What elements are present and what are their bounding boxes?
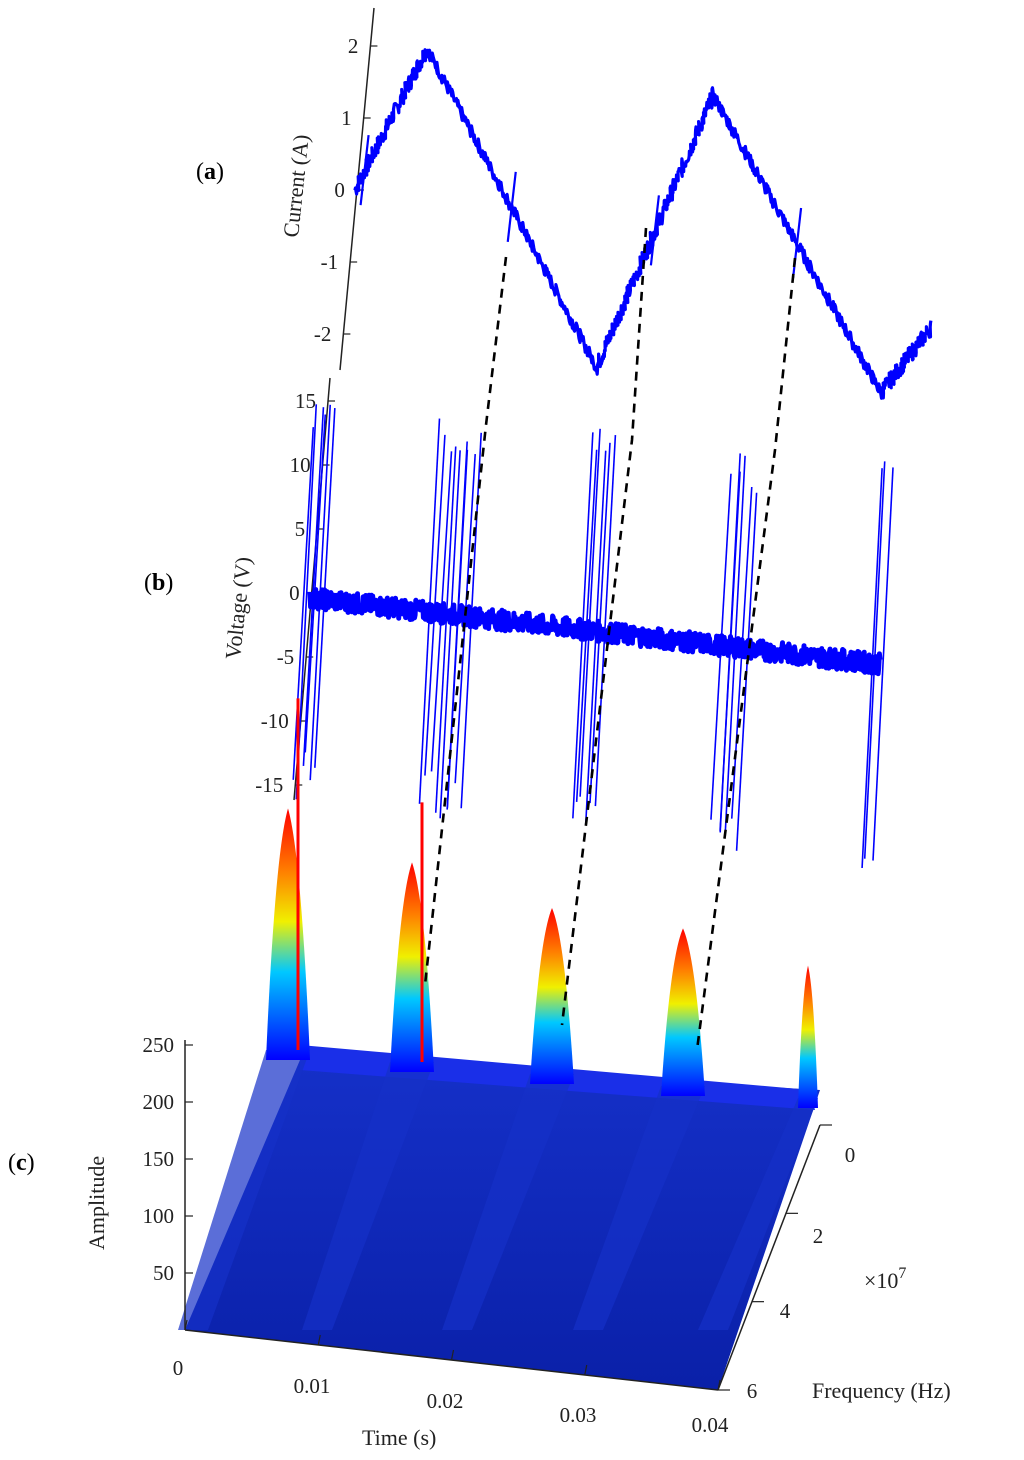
panel-a-spike: [649, 195, 660, 266]
panel-c-peak-streak: [573, 1086, 705, 1330]
panel-b-spike: [446, 449, 469, 808]
panel-a: (a) 2 1 0 -1 -2 Current (A): [196, 7, 933, 400]
panel-c-x-tick: [184, 1319, 188, 1331]
panel-a-label: (a): [196, 159, 224, 185]
panel-b-spike: [454, 454, 477, 784]
panel-c-peak: [390, 862, 434, 1072]
panel-c-z-axis-title: Amplitude: [84, 1156, 109, 1250]
connector-dashed-line: [560, 227, 648, 1026]
panel-b-spike: [434, 446, 457, 813]
panel-a-series: [353, 48, 933, 400]
panel-a-spike: [506, 171, 517, 242]
panel-b-spike: [579, 428, 601, 797]
panel-c-peak-streak: [442, 1074, 574, 1330]
connector-dashed-line: [695, 257, 797, 1051]
panel-c-x-axis-title: Time (s): [362, 1425, 436, 1450]
panel-b-spike: [295, 404, 318, 800]
panel-c-z-tick-label: 250: [143, 1033, 175, 1057]
panel-c-x-tick-label: 0.01: [294, 1374, 331, 1398]
panel-b-spike: [418, 418, 441, 804]
panel-c-peak-streak: [698, 1098, 818, 1330]
panel-c-y-tick-label: 0: [845, 1143, 856, 1167]
panel-a-y-tick-label: -1: [321, 250, 339, 274]
panel-c-peak: [661, 928, 705, 1096]
panel-a-current-line: [353, 48, 933, 400]
panel-c-y-ticks: 0 2 4 6: [718, 1124, 856, 1403]
panel-c-y-multiplier: ×107: [864, 1265, 906, 1293]
panel-a-y-axis-title: Current (A): [278, 133, 314, 238]
panel-b-spike: [309, 404, 332, 781]
panel-b-spike: [710, 473, 732, 820]
panel-b-spike: [430, 451, 453, 772]
panel-b-spike: [575, 449, 598, 802]
panel-b-y-tick-label: 10: [290, 453, 311, 477]
panel-b-spike: [424, 434, 446, 776]
panel-b-spike: [872, 467, 894, 861]
panel-c-x-tick-label: 0.04: [692, 1413, 729, 1437]
panel-b: (b) 15 10 5 0 -5 -10 -15 Voltage (V): [144, 377, 894, 869]
panel-b-y-tick-label: 15: [295, 389, 316, 413]
panel-a-spike: [359, 135, 370, 206]
panel-b-spike: [314, 408, 336, 768]
panel-c-peak: [798, 965, 818, 1108]
panel-b-y-axis-title: Voltage (V): [220, 556, 256, 661]
panel-c-x-tick: [717, 1379, 721, 1391]
panel-b-series: [292, 404, 894, 869]
panel-c-x-tick: [317, 1334, 321, 1346]
panel-b-spike: [724, 455, 746, 837]
panel-c-z-ticks: 250 200 150 100 50: [143, 1033, 193, 1285]
panel-c: (c) 250 200 150 100 50 0 0.01 0.02 0.03 0.04 0 2 4…: [8, 698, 951, 1450]
panel-b-spike: [719, 471, 741, 831]
panel-b-label: (b): [144, 570, 173, 596]
panel-c-y-axis-title: Frequency (Hz): [812, 1378, 951, 1403]
panel-c-peak-streak: [302, 1062, 434, 1330]
panel-b-spike: [302, 407, 325, 767]
panel-b-spike: [861, 468, 883, 869]
panel-c-x-tick-label: 0.02: [427, 1389, 464, 1413]
panel-c-peak: [530, 908, 574, 1084]
panel-b-y-tick-label: -5: [277, 645, 295, 669]
panel-c-x-tick: [450, 1349, 455, 1361]
panel-b-y-tick-label: 0: [289, 581, 300, 605]
panel-b-y-tick-label: -15: [255, 773, 283, 797]
panel-b-spike: [439, 450, 461, 819]
panel-b-spike: [584, 450, 607, 825]
panel-b-y-tick-label: -10: [261, 709, 289, 733]
panel-c-x-tick-label: 0: [173, 1356, 184, 1380]
panel-b-y-tick-label: 5: [295, 517, 306, 541]
panel-c-y-tick-label: 2: [813, 1224, 824, 1248]
panel-c-y-tick-label: 4: [780, 1299, 791, 1323]
panel-c-z-tick-label: 100: [143, 1204, 175, 1228]
panel-a-y-tick-label: 2: [348, 34, 359, 58]
connector-lines: [423, 227, 797, 1051]
panel-a-y-ticks: 2 1 0 -1 -2: [314, 34, 378, 346]
panel-a-y-tick-label: 0: [334, 178, 345, 202]
panel-c-surface: [178, 698, 820, 1390]
panel-c-z-tick-label: 50: [153, 1261, 174, 1285]
panel-c-z-tick-label: 150: [143, 1147, 175, 1171]
panel-c-x-tick-label: 0.03: [560, 1403, 597, 1427]
panel-c-z-tick-label: 200: [143, 1090, 175, 1114]
panel-c-x-ticks: 0 0.01 0.02 0.03 0.04: [173, 1319, 729, 1437]
panel-b-spike: [572, 432, 594, 819]
panel-b-spike: [589, 442, 611, 804]
panel-b-voltage-line: [307, 587, 883, 677]
panel-c-y-axis: [717, 1124, 821, 1391]
panel-b-spike: [304, 414, 327, 753]
panel-a-y-tick-label: 1: [341, 106, 352, 130]
connector-dashed-line: [423, 256, 508, 986]
panel-c-peak: [266, 808, 310, 1060]
panel-b-spike: [594, 434, 617, 807]
panel-b-spike: [730, 486, 753, 819]
panel-c-label: (c): [8, 1150, 35, 1176]
panel-c-peak-streak: [178, 1050, 310, 1330]
panel-c-x-tick: [584, 1364, 588, 1376]
panel-b-spike: [863, 461, 886, 859]
panel-c-y-tick-label: 6: [747, 1379, 758, 1403]
panel-a-y-tick-label: -2: [314, 322, 332, 346]
